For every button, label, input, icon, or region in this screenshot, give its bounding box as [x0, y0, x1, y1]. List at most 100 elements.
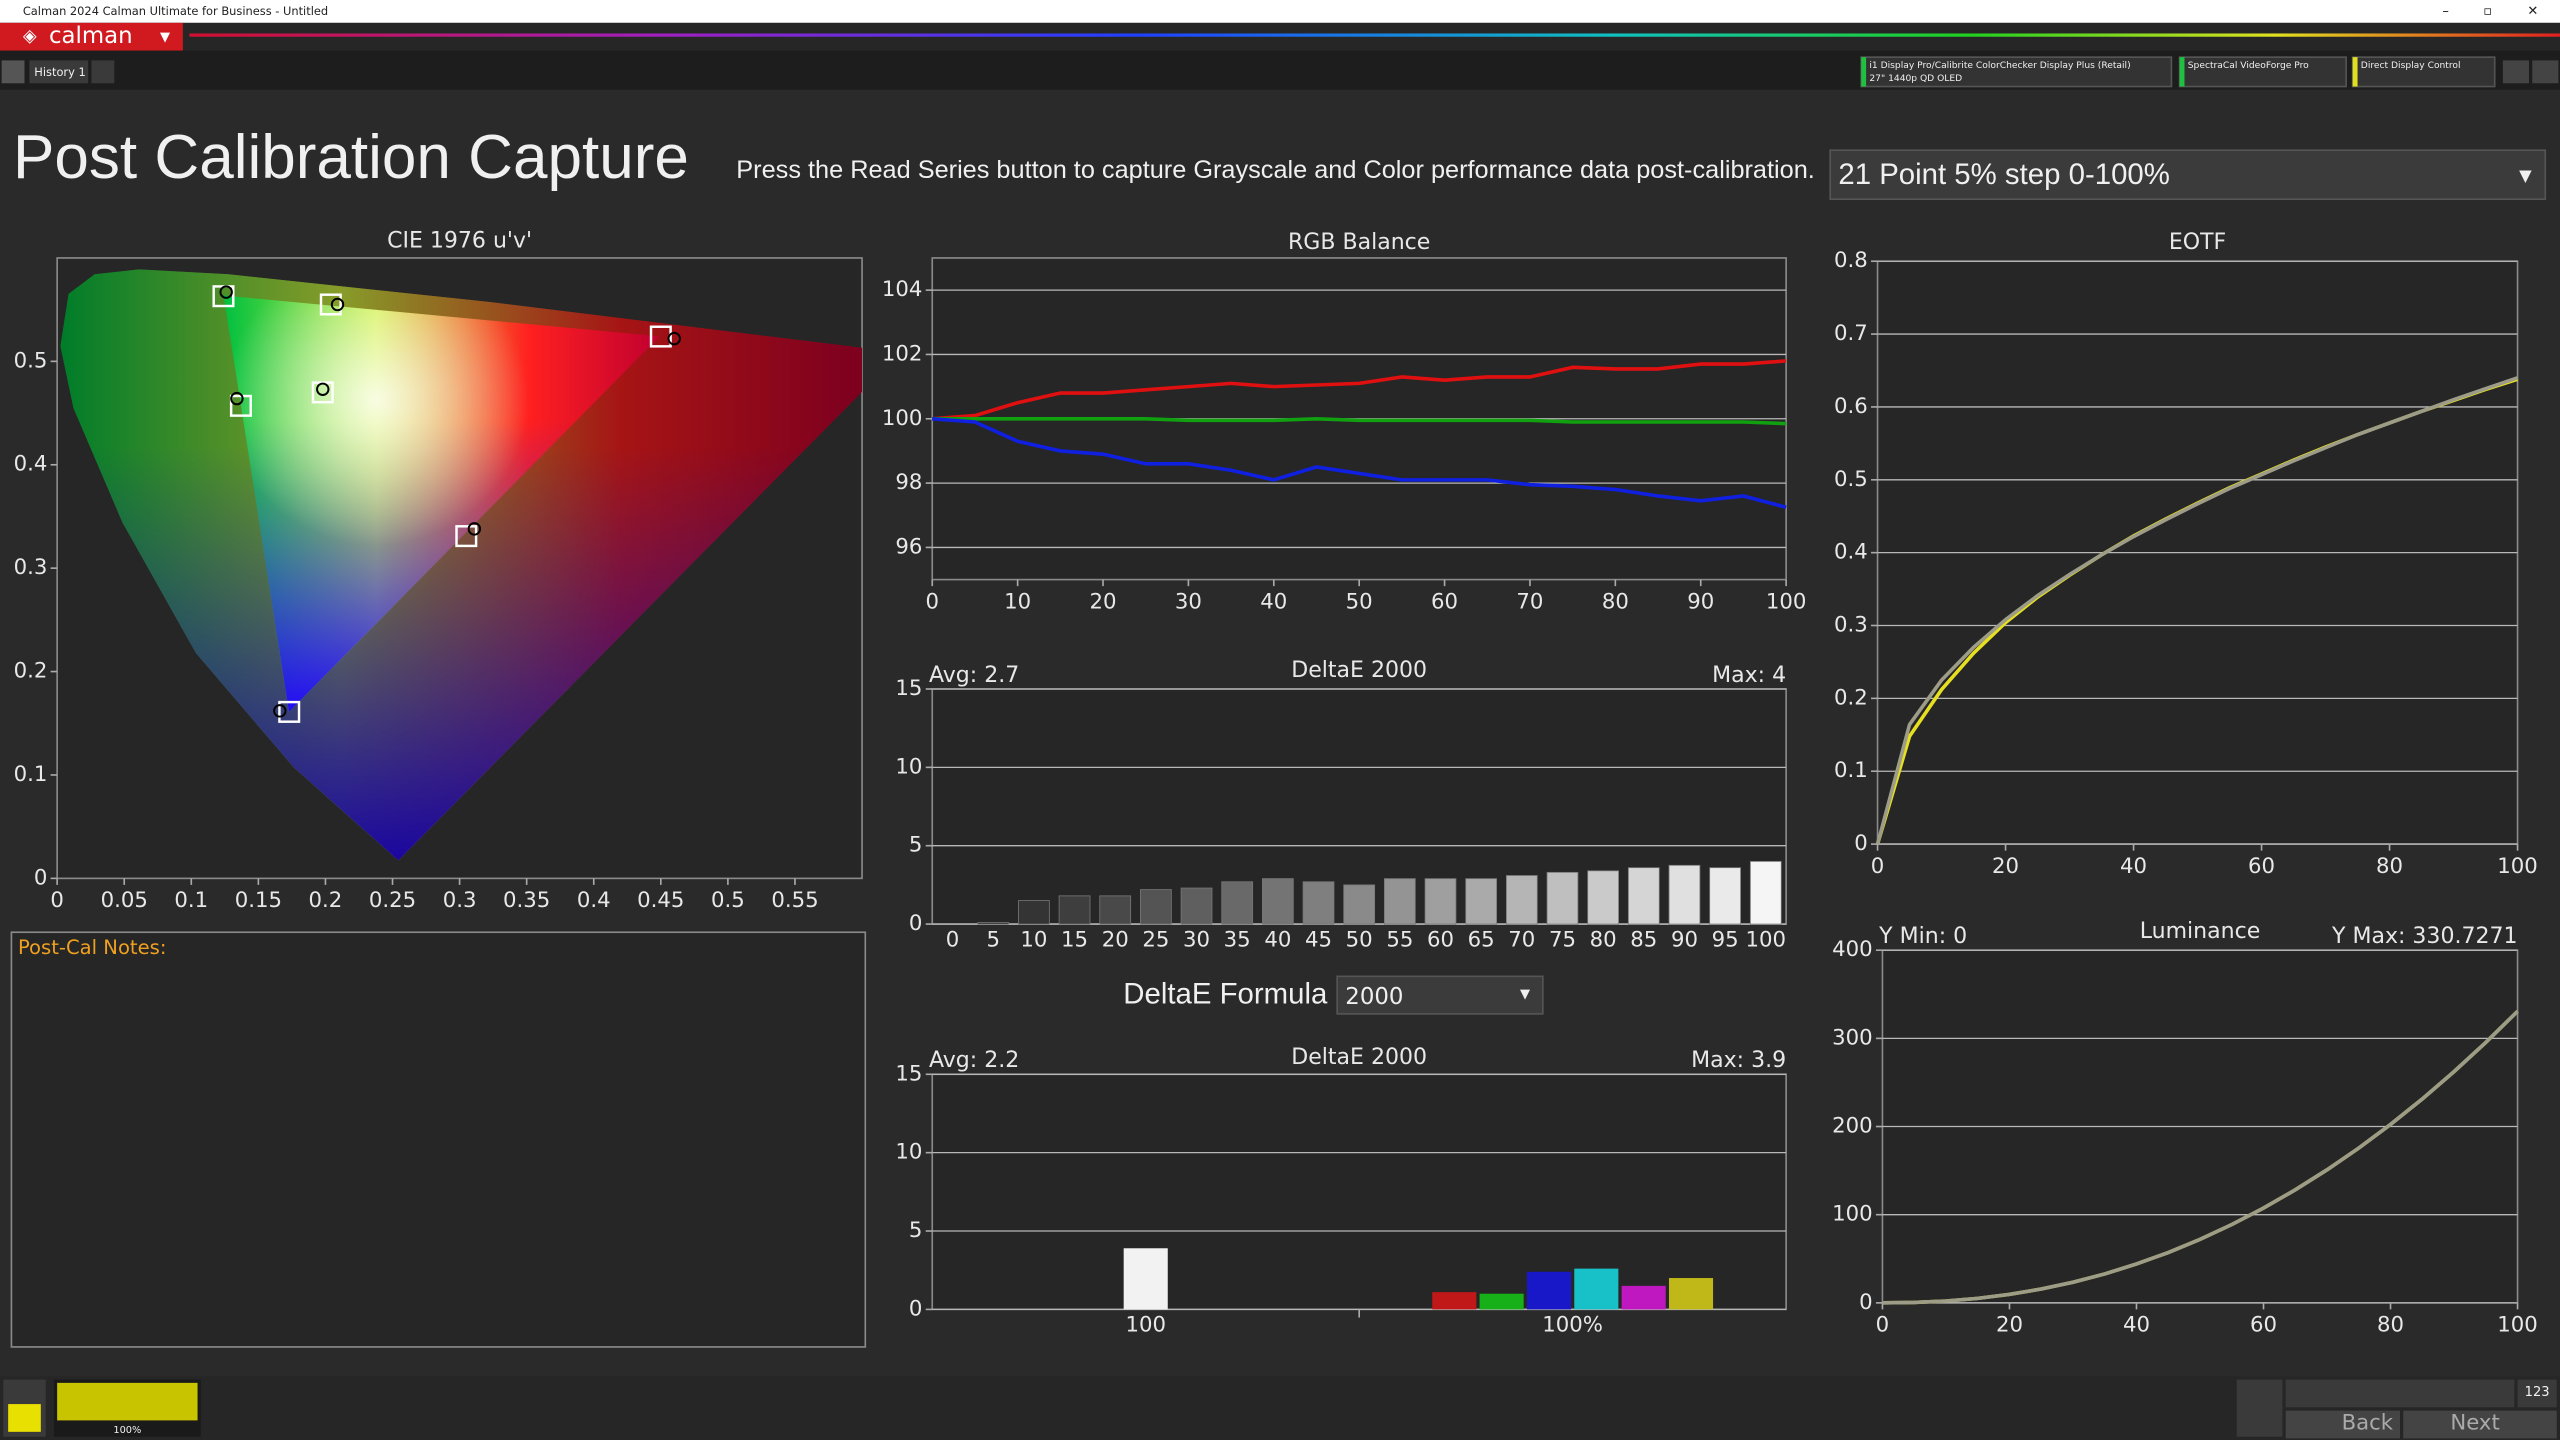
x-tick-label: 5	[986, 927, 1000, 952]
series-dropdown[interactable]	[1829, 149, 2547, 200]
annotation: Max: 3.9	[1691, 1048, 1786, 1073]
target-marker	[311, 381, 334, 404]
x-tick-label: 60	[2248, 854, 2275, 879]
annotation: Y Min: 0	[1878, 924, 1967, 949]
x-tick-label: 40	[1264, 927, 1291, 952]
notes-label: Post-Cal Notes:	[18, 936, 167, 959]
y-tick-label: 100	[1832, 1202, 1873, 1227]
y-tick-label: 0.5	[1834, 467, 1868, 492]
device-status	[1861, 57, 1867, 87]
bar	[1058, 895, 1091, 925]
group-label: 100	[1125, 1313, 1166, 1338]
x-tick-label: 100	[1766, 589, 1807, 614]
y-tick-label: 96	[895, 534, 922, 559]
bar	[977, 922, 1010, 925]
next-button[interactable]	[2403, 1410, 2557, 1439]
y-tick-label: 5	[909, 1218, 923, 1243]
y-tick-label: 0.8	[1834, 248, 1868, 273]
y-tick-label: 10	[895, 754, 922, 779]
y-tick-label: 15	[895, 676, 922, 701]
bar	[1621, 1285, 1666, 1310]
x-tick-label: 80	[2376, 854, 2403, 879]
chart-title: RGB Balance	[1288, 230, 1430, 255]
tab-label: History 1	[34, 65, 85, 79]
transport-buttons[interactable]	[2285, 1379, 2515, 1408]
y-tick-label: 0	[909, 1296, 923, 1321]
chart-title: DeltaE 2000	[1291, 658, 1427, 683]
target-marker	[455, 525, 478, 548]
x-tick-label: 80	[2377, 1313, 2404, 1338]
bar	[1018, 900, 1050, 925]
x-tick-label: 20	[1992, 854, 2019, 879]
x-tick-label: 0.25	[369, 888, 416, 913]
x-tick-label: 60	[1431, 589, 1458, 614]
device-name: i1 Display Pro/Calibrite ColorChecker Di…	[1869, 61, 2130, 71]
target-marker	[649, 325, 672, 348]
x-tick-label: 25	[1142, 927, 1169, 952]
settings-button[interactable]	[2502, 60, 2529, 84]
annotation: Y Max: 330.7271	[2331, 924, 2518, 949]
swatch[interactable]	[57, 1382, 198, 1421]
x-tick-label: 0	[925, 589, 939, 614]
x-tick-label: 0.1	[174, 888, 208, 913]
x-tick-label: 45	[1305, 927, 1332, 952]
y-tick-label: 15	[895, 1061, 922, 1086]
x-tick-label: 55	[1386, 927, 1413, 952]
collapse-button[interactable]	[2532, 60, 2559, 84]
x-tick-label: 60	[1427, 927, 1454, 952]
device-status	[2179, 57, 2185, 87]
counter-box	[2517, 1379, 2557, 1408]
y-tick-label: 0.5	[14, 348, 48, 373]
device-box[interactable]	[2351, 56, 2496, 88]
annotation: Avg: 2.2	[929, 1048, 1019, 1073]
device-name: SpectraCal VideoForge Pro	[2188, 61, 2309, 71]
x-tick-label: 0.4	[577, 888, 611, 913]
bar	[1180, 887, 1213, 925]
chart-title: DeltaE 2000	[1291, 1045, 1427, 1070]
x-tick-label: 100	[2497, 1313, 2538, 1338]
dropdown-arrow: ▼	[2519, 166, 2532, 185]
y-tick-label: 10	[895, 1140, 922, 1165]
tab[interactable]	[29, 60, 89, 84]
y-tick-label: 5	[909, 833, 923, 858]
add-tab-button[interactable]	[91, 60, 115, 84]
bar	[1709, 867, 1741, 925]
x-tick-label: 0	[50, 888, 64, 913]
minimize-button[interactable]: –	[2442, 4, 2449, 19]
bar	[1383, 878, 1416, 925]
meter-button[interactable]	[2236, 1379, 2283, 1437]
x-tick-label: 0.15	[235, 888, 282, 913]
restore-button[interactable]: ▫	[2483, 4, 2492, 19]
close-button[interactable]: ✕	[2527, 4, 2538, 19]
device-box[interactable]	[1860, 56, 2173, 88]
group-label: 100%	[1542, 1313, 1603, 1338]
measured-marker	[219, 285, 233, 299]
bar	[1302, 881, 1335, 925]
x-tick-label: 30	[1175, 589, 1202, 614]
y-tick-label: 104	[882, 277, 923, 302]
bar	[1668, 1278, 1714, 1310]
logo-dropdown: ▼	[160, 30, 170, 45]
footer	[0, 1376, 2560, 1440]
x-tick-label: 85	[1630, 927, 1657, 952]
annotation: Avg: 2.7	[929, 663, 1019, 688]
device-status	[2352, 57, 2358, 87]
notes-box[interactable]	[10, 931, 867, 1348]
nav-button[interactable]	[1, 60, 25, 84]
bar	[1574, 1268, 1619, 1310]
y-tick-label: 0	[34, 865, 48, 890]
x-tick-label: 35	[1224, 927, 1251, 952]
logo-button[interactable]	[0, 22, 183, 51]
device-box[interactable]	[2178, 56, 2347, 88]
bar	[1749, 860, 1782, 925]
formula-dropdown[interactable]	[1336, 975, 1544, 1015]
x-tick-label: 0.05	[101, 888, 148, 913]
bar	[1668, 864, 1701, 925]
back-button[interactable]	[2285, 1410, 2400, 1439]
y-tick-label: 100	[882, 406, 923, 431]
window-title: Calman 2024 Calman Ultimate for Business…	[23, 4, 328, 18]
target-marker	[278, 700, 301, 723]
series-line	[932, 359, 1787, 421]
x-tick-label: 0.45	[637, 888, 684, 913]
x-tick-label: 60	[2250, 1313, 2277, 1338]
